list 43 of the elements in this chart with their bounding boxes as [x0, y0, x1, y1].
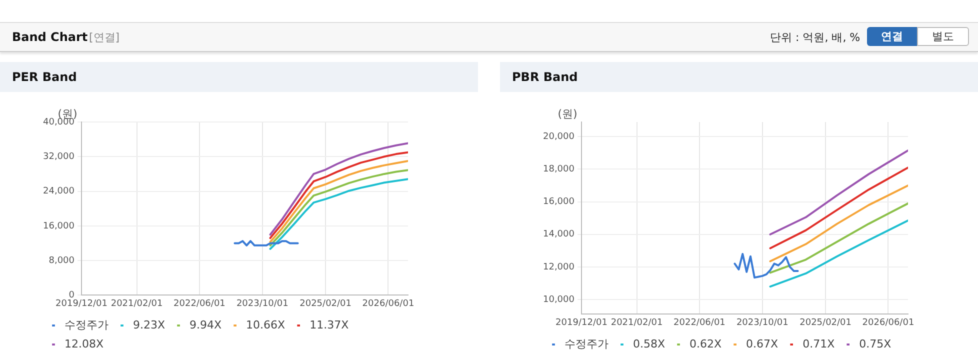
legend-label: 0.75X	[859, 337, 892, 350]
y-tick-label: 16,000	[42, 221, 75, 232]
y-tick-label: 0	[68, 290, 75, 301]
x-tick-label: 2021/02/01	[110, 298, 163, 309]
legend-label: 0.58X	[633, 337, 666, 350]
text: 별도	[917, 27, 969, 46]
x-tick-label: 2023/10/01	[736, 318, 788, 328]
y-tick-label: 12,000	[542, 262, 575, 272]
y-tick-label: 16,000	[542, 197, 575, 208]
legend-label: 수정주가	[564, 337, 608, 350]
text: Band Chart	[12, 30, 88, 44]
x-tick-label: 2019/12/01	[556, 318, 608, 328]
x-tick-label: 2022/06/01	[674, 318, 726, 328]
legend-label: 9.94X	[190, 318, 222, 332]
x-tick-label: 2025/02/01	[800, 318, 852, 328]
y-tick-label: 10,000	[542, 294, 575, 305]
chart-title: PBR Band	[500, 62, 978, 92]
legend-label: 11.37X	[310, 318, 350, 332]
legend-label: 0.67X	[746, 337, 779, 350]
legend-label: 0.62X	[690, 337, 722, 350]
x-tick-label: 2019/12/01	[56, 298, 108, 309]
x-tick-label: 2023/10/01	[236, 298, 288, 309]
y-tick-label: 20,000	[542, 132, 575, 142]
legend-label: 12.08X	[64, 337, 104, 350]
y-tick-label: 8,000	[48, 256, 75, 266]
x-tick-label: 2025/02/01	[300, 298, 352, 309]
text: 연결	[867, 27, 917, 46]
x-tick-label: 2026/06/01	[862, 318, 914, 328]
x-tick-label: 2026/06/01	[362, 298, 414, 309]
text: 단위 : 억원, 배, %	[770, 30, 860, 45]
text: [연결]	[89, 30, 120, 45]
chart-title: PER Band	[0, 62, 478, 92]
legend-label: 0.71X	[802, 337, 836, 350]
x-tick-label: 2022/06/01	[174, 298, 226, 309]
y-tick-label: 18,000	[542, 164, 575, 175]
y-tick-label: 14,000	[542, 230, 575, 240]
legend-label: 10.66X	[246, 318, 286, 332]
y-tick-label: 32,000	[42, 152, 75, 162]
legend-label: 수정주가	[64, 318, 108, 332]
x-tick-label: 2021/02/01	[610, 318, 663, 328]
legend-label: 9.23X	[133, 318, 166, 332]
y-axis-title: (원)	[558, 107, 578, 120]
y-tick-label: 24,000	[42, 186, 75, 197]
